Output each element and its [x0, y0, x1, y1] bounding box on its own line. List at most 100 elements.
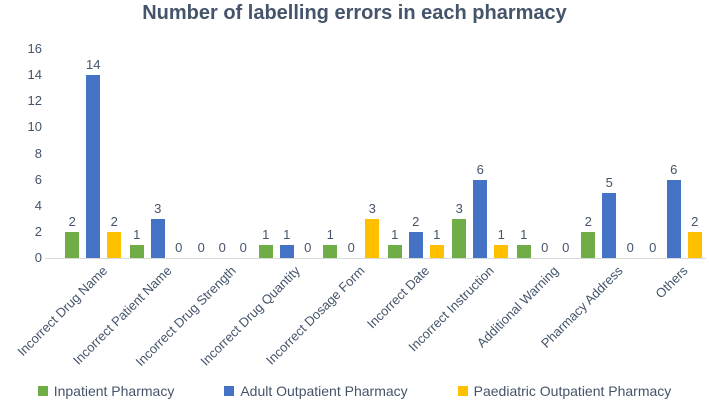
bar-value-label: 0 [347, 240, 355, 255]
x-axis-category-label: Others [652, 263, 691, 302]
bar-cell: 6 [473, 49, 488, 258]
plot-area: 2 14 2 1 3 0 0 0 0 1 1 0 1 0 3 1 2 1 3 6 1 1 0 0 2 5 0 0 6 2 [45, 49, 706, 259]
bar-value-label: 3 [154, 201, 162, 216]
bar [365, 219, 380, 258]
y-axis-tick-label: 0 [34, 250, 42, 265]
bar-value-label: 1 [262, 227, 270, 242]
bar-value-label: 0 [649, 240, 657, 255]
bar-cell: 3 [150, 49, 165, 258]
bar-group: 2 5 0 [577, 49, 642, 258]
bar-cell: 0 [236, 49, 250, 258]
bar-cell: 1 [258, 49, 273, 258]
bar-value-label: 1 [433, 227, 441, 242]
bar-cell: 1 [516, 49, 531, 258]
bar-cell: 3 [452, 49, 467, 258]
bar [65, 232, 80, 258]
y-axis-tick-label: 2 [34, 223, 42, 239]
legend: Inpatient Pharmacy Adult Outpatient Pharm… [0, 383, 709, 399]
bar-cell: 6 [666, 49, 681, 258]
bar-value-label: 2 [68, 214, 76, 229]
x-axis-category-label: Incorrect Drug Strength [132, 263, 239, 370]
x-axis-category-label: Additional Warning [473, 263, 562, 351]
bar [581, 232, 596, 258]
bar [516, 245, 531, 258]
bar-cell: 0 [215, 49, 229, 258]
bar-cell: 1 [429, 49, 444, 258]
bar [107, 232, 122, 258]
bar [408, 232, 423, 258]
bar-value-label: 0 [562, 240, 570, 255]
bar [687, 232, 702, 258]
bar [279, 245, 294, 258]
x-axis-category-label: Incorrect Date [364, 263, 433, 332]
x-axis-category-label: Incorrect Patient Name [69, 263, 175, 368]
y-axis-tick-label: 12 [27, 93, 42, 109]
bar [129, 245, 144, 258]
bar-groups-container: 2 14 2 1 3 0 0 0 0 1 1 0 1 0 3 1 2 1 3 6 1 1 0 0 2 5 0 0 6 2 [45, 49, 706, 258]
bar-group: 3 6 1 [448, 49, 513, 258]
bar-cell: 1 [323, 49, 338, 258]
bar [666, 180, 681, 258]
bar-cell: 2 [107, 49, 122, 258]
bar [86, 75, 101, 258]
bar-cell: 1 [494, 49, 509, 258]
bar-value-label: 2 [691, 214, 699, 229]
bar-value-label: 0 [197, 240, 205, 255]
legend-label: Inpatient Pharmacy [53, 383, 175, 399]
bar-value-label: 6 [670, 162, 678, 177]
bar-value-label: 2 [412, 214, 420, 229]
bar-value-label: 1 [497, 227, 505, 242]
bar-value-label: 1 [133, 227, 141, 242]
y-axis-tick-label: 14 [27, 67, 42, 83]
bar-cell: 3 [365, 49, 380, 258]
bar [150, 219, 165, 258]
bar-value-label: 0 [304, 240, 312, 255]
y-axis-tick-label: 16 [27, 41, 42, 56]
bar-cell: 5 [602, 49, 617, 258]
x-axis-category-label: Incorrect Drug Quantity [197, 263, 304, 369]
bar-value-label: 6 [476, 162, 484, 177]
x-axis-category-label: Incorrect Dosage Form [263, 263, 368, 368]
legend-swatch-icon [224, 386, 235, 396]
chart-title: Number of labelling errors in each pharm… [142, 2, 567, 24]
bar-cell: 0 [646, 49, 660, 258]
y-axis-tick-label: 6 [34, 171, 42, 187]
bar-value-label: 0 [218, 240, 226, 255]
bar-cell: 2 [65, 49, 80, 258]
bar-value-label: 14 [86, 57, 101, 72]
x-axis-category-label: Pharmacy Address [538, 263, 626, 351]
legend-swatch-icon [457, 386, 468, 396]
y-axis-tick-label: 4 [34, 197, 42, 213]
legend-label: Paediatric Outpatient Pharmacy [473, 383, 672, 399]
bar-cell: 1 [129, 49, 144, 258]
legend-swatch-icon [37, 386, 48, 396]
legend-label: Adult Outpatient Pharmacy [240, 383, 408, 399]
bar-cell: 0 [344, 49, 358, 258]
x-axis-category-label: Incorrect Instruction [405, 263, 497, 355]
bar [429, 245, 444, 258]
bar-value-label: 0 [239, 240, 247, 255]
bar-cell: 0 [623, 49, 637, 258]
bar [387, 245, 402, 258]
legend-item: Inpatient Pharmacy [37, 383, 175, 399]
bar-value-label: 1 [283, 227, 291, 242]
bar [602, 193, 617, 258]
bar-value-label: 5 [605, 175, 613, 190]
bar-value-label: 2 [110, 214, 118, 229]
bar-cell: 14 [86, 49, 100, 258]
bar-cell: 1 [387, 49, 402, 258]
bar-cell: 0 [172, 49, 186, 258]
bar-cell: 1 [279, 49, 294, 258]
bar-value-label: 3 [455, 201, 463, 216]
bar-group: 2 14 2 [61, 49, 126, 258]
y-axis-tick-label: 8 [34, 145, 42, 161]
bar-value-label: 0 [541, 240, 549, 255]
bar-cell: 0 [559, 49, 573, 258]
bar-value-label: 1 [391, 227, 399, 242]
bar-value-label: 0 [626, 240, 634, 255]
bar [323, 245, 338, 258]
